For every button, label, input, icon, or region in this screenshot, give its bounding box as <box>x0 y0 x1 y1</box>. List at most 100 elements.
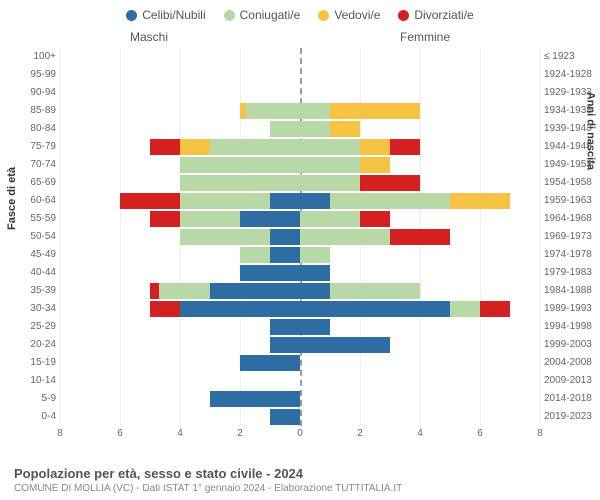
bar-segment <box>150 283 159 299</box>
birth-year-label: 2004-2008 <box>544 357 600 368</box>
legend-label: Divorziati/e <box>414 8 473 22</box>
age-row: 85-891934-1938 <box>60 102 540 120</box>
bar-segment <box>360 139 390 155</box>
bar-male <box>150 283 300 299</box>
birth-year-label: 2019-2023 <box>544 411 600 422</box>
chart-subtitle: COMUNE DI MOLLIA (VC) - Dati ISTAT 1° ge… <box>14 483 586 494</box>
bar-segment <box>300 247 330 263</box>
age-row: 100+≤ 1923 <box>60 48 540 66</box>
bar-male <box>150 301 300 317</box>
chart-title: Popolazione per età, sesso e stato civil… <box>14 466 586 481</box>
legend: Celibi/NubiliConiugati/eVedovi/eDivorzia… <box>0 0 600 26</box>
bar-female <box>300 265 330 281</box>
bar-segment <box>330 121 360 137</box>
bar-male <box>120 193 300 209</box>
legend-swatch <box>126 10 137 21</box>
legend-item: Vedovi/e <box>318 8 380 22</box>
x-tick-label: 0 <box>297 428 303 439</box>
bar-segment <box>360 157 390 173</box>
age-label: 55-59 <box>20 213 56 224</box>
age-label: 80-84 <box>20 123 56 134</box>
x-tick-label: 4 <box>177 428 183 439</box>
birth-year-label: 1974-1978 <box>544 249 600 260</box>
legend-swatch <box>224 10 235 21</box>
age-label: 90-94 <box>20 87 56 98</box>
bar-male <box>270 409 300 425</box>
legend-label: Coniugati/e <box>240 8 301 22</box>
bar-segment <box>150 211 180 227</box>
bar-female <box>300 283 420 299</box>
bar-segment <box>450 301 480 317</box>
bar-segment <box>180 193 270 209</box>
age-row: 35-391984-1988 <box>60 282 540 300</box>
legend-swatch <box>398 10 409 21</box>
age-row: 10-142009-2013 <box>60 372 540 390</box>
age-row: 45-491974-1978 <box>60 246 540 264</box>
bar-female <box>300 139 420 155</box>
legend-item: Divorziati/e <box>398 8 473 22</box>
bar-segment <box>300 139 360 155</box>
birth-year-label: 1949-1953 <box>544 159 600 170</box>
age-row: 0-42019-2023 <box>60 408 540 426</box>
bar-segment <box>240 355 300 371</box>
bar-segment <box>480 301 510 317</box>
birth-year-label: 1964-1968 <box>544 213 600 224</box>
age-label: 70-74 <box>20 159 56 170</box>
bar-segment <box>300 121 330 137</box>
chart-area: 864202468 100+≤ 192395-991924-192890-941… <box>60 48 540 426</box>
bar-segment <box>270 319 300 335</box>
bar-segment <box>360 175 420 191</box>
bar-male <box>240 247 300 263</box>
bar-segment <box>270 247 300 263</box>
bar-segment <box>210 139 300 155</box>
birth-year-label: 1969-1973 <box>544 231 600 242</box>
bar-segment <box>150 301 180 317</box>
bar-segment <box>270 229 300 245</box>
legend-item: Coniugati/e <box>224 8 301 22</box>
age-row: 95-991924-1928 <box>60 66 540 84</box>
age-row: 70-741949-1953 <box>60 156 540 174</box>
x-tick-label: 8 <box>537 428 543 439</box>
birth-year-label: 1939-1943 <box>544 123 600 134</box>
footer: Popolazione per età, sesso e stato civil… <box>14 466 586 494</box>
birth-year-label: 1924-1928 <box>544 69 600 80</box>
birth-year-label: 1984-1988 <box>544 285 600 296</box>
bar-male <box>240 355 300 371</box>
age-label: 95-99 <box>20 69 56 80</box>
bar-segment <box>240 247 270 263</box>
x-tick-label: 6 <box>477 428 483 439</box>
bar-male <box>180 157 300 173</box>
bar-segment <box>150 139 180 155</box>
x-axis: 864202468 <box>60 428 540 444</box>
age-row: 25-291994-1998 <box>60 318 540 336</box>
age-row: 55-591964-1968 <box>60 210 540 228</box>
age-label: 35-39 <box>20 285 56 296</box>
bar-segment <box>240 265 300 281</box>
age-label: 20-24 <box>20 339 56 350</box>
bar-male <box>150 139 300 155</box>
bar-segment <box>330 193 450 209</box>
bar-segment <box>300 265 330 281</box>
bar-female <box>300 193 510 209</box>
header-male: Maschi <box>130 30 168 44</box>
bar-female <box>300 229 450 245</box>
bar-male <box>180 229 300 245</box>
age-label: 65-69 <box>20 177 56 188</box>
age-label: 100+ <box>20 51 56 62</box>
bar-segment <box>240 211 300 227</box>
bar-female <box>300 157 390 173</box>
bar-male <box>150 211 300 227</box>
age-row: 90-941929-1933 <box>60 84 540 102</box>
age-row: 20-241999-2003 <box>60 336 540 354</box>
x-tick-label: 4 <box>417 428 423 439</box>
bar-segment <box>300 337 390 353</box>
age-label: 40-44 <box>20 267 56 278</box>
age-label: 50-54 <box>20 231 56 242</box>
age-label: 25-29 <box>20 321 56 332</box>
birth-year-label: 1934-1938 <box>544 105 600 116</box>
x-tick-label: 8 <box>57 428 63 439</box>
age-label: 75-79 <box>20 141 56 152</box>
bar-segment <box>300 157 360 173</box>
bar-segment <box>270 409 300 425</box>
bar-female <box>300 211 390 227</box>
